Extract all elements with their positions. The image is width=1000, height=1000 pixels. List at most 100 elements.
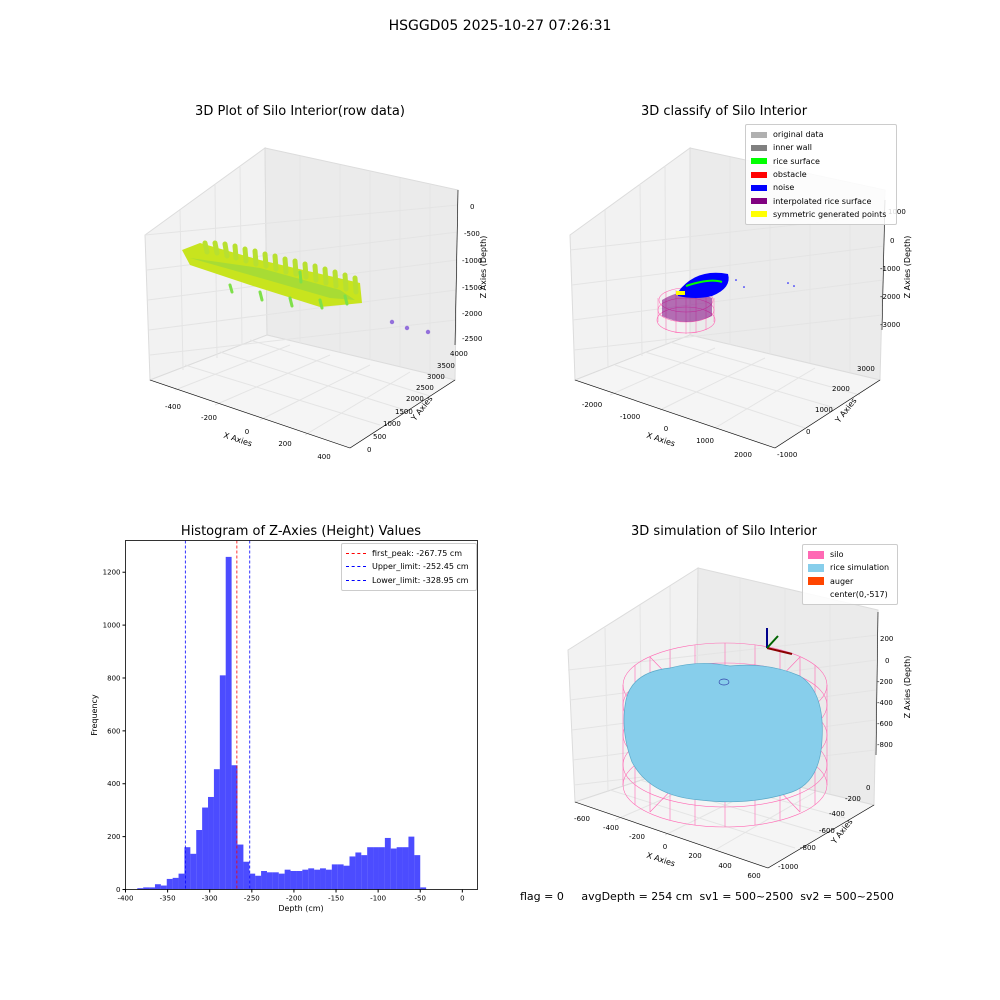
legend-item: first_peak: -267.75 cm [346, 547, 472, 560]
histogram-bar [231, 765, 238, 890]
histogram-bar [249, 873, 256, 890]
histogram-bar [225, 556, 232, 890]
plot4-x-tick: 400 [718, 862, 731, 870]
legend-item: auger [808, 575, 892, 588]
legend-swatch [808, 550, 824, 559]
plot1-x-tick: 400 [317, 453, 330, 461]
histogram-bar [349, 856, 356, 890]
histogram-bar [414, 855, 421, 890]
x-tick-label: -350 [160, 895, 176, 903]
legend-label: noise [773, 183, 795, 193]
histogram-bar [284, 869, 291, 890]
y-tick-label: 800 [107, 674, 120, 682]
plot1-z-tick: 0 [470, 203, 474, 211]
plot2-y-tick: 3000 [857, 365, 875, 373]
histogram-bar [361, 855, 368, 890]
plot4-surfaces [622, 628, 828, 828]
x-tick-label: -250 [244, 895, 260, 903]
histogram-bar [343, 865, 350, 890]
plot4-z-tick: -400 [877, 699, 893, 707]
legend-label: auger [830, 576, 854, 586]
plot1-y-tick: 1000 [383, 420, 401, 428]
histogram-bar [390, 848, 397, 890]
plot4-x-tick: 0 [663, 843, 667, 851]
histogram-bar [213, 769, 220, 890]
histogram-bar [314, 869, 321, 890]
plot4-z-tick: -800 [877, 741, 893, 749]
plot4-z-tick: -200 [877, 678, 893, 686]
plot4-x-tick: -200 [629, 833, 645, 841]
plot3-ylabel: Frequency [90, 694, 99, 736]
histogram-bar [202, 807, 209, 890]
histogram-bar [208, 796, 214, 890]
plot3-legend: first_peak: -267.75 cm Upper_limit: -252… [341, 543, 477, 591]
plot2-z-tick: -3000 [880, 321, 900, 329]
plot4-y-tick: -200 [845, 795, 861, 803]
plot1-y-tick: 2000 [406, 395, 424, 403]
legend-swatch [808, 577, 824, 586]
legend-item: inner wall [751, 141, 891, 154]
legend-swatch [751, 131, 767, 138]
plot2-z-tick: -2000 [880, 293, 900, 301]
histogram-bar [237, 844, 244, 890]
legend-label: rice surface [773, 156, 820, 166]
histogram-bar [266, 872, 273, 890]
plot1-y-tick: 3000 [427, 373, 445, 381]
plot4-title: 3D simulation of Silo Interior [631, 524, 817, 539]
legend-item: rice simulation [808, 561, 892, 574]
histogram-bar [243, 861, 250, 890]
legend-item: Lower_limit: -328.95 cm [346, 574, 472, 587]
legend-label: silo [830, 550, 844, 560]
histogram-bar [219, 675, 226, 890]
x-tick-label: -100 [370, 895, 386, 903]
x-tick-label: -150 [328, 895, 344, 903]
histogram-bar [320, 868, 326, 890]
plot2-y-tick: 2000 [832, 385, 850, 393]
plot2-y-tick: 0 [806, 428, 810, 436]
plot2-x-tick: -2000 [582, 401, 602, 409]
legend-label: inner wall [773, 143, 813, 153]
plot1-z-tick: -1500 [462, 284, 482, 292]
legend-label: obstacle [773, 170, 807, 180]
legend-label: interpolated rice surface [773, 196, 872, 206]
y-tick-label: 400 [107, 780, 120, 788]
histogram-bar [384, 837, 391, 890]
legend-line [346, 553, 366, 555]
plot1-z-tick: -2500 [462, 335, 482, 343]
plot4-zlabel: Z Axies (Depth) [903, 656, 912, 719]
histogram-bar [337, 864, 344, 890]
histogram-bar [290, 870, 297, 890]
plot1-y-tick: 3500 [437, 362, 455, 370]
plot3-title: Histogram of Z-Axies (Height) Values [180, 524, 422, 539]
x-tick-label: -300 [202, 895, 218, 903]
legend-item: symmetric generated points [751, 208, 891, 221]
histogram-bar [308, 868, 315, 890]
plot4-xlabel: X Axies [645, 851, 676, 869]
plot4-y-tick: 0 [866, 784, 870, 792]
legend-label: first_peak: -267.75 cm [372, 549, 463, 559]
plot4-x-tick: 600 [747, 872, 760, 880]
plot2-y-tick: 1000 [815, 406, 833, 414]
histogram-bar [325, 869, 332, 890]
histogram-bar [149, 887, 155, 890]
histogram-bar [190, 853, 197, 890]
x-tick-label: -200 [286, 895, 302, 903]
plot4-y-tick: -800 [800, 844, 816, 852]
plot4-z-tick: 0 [885, 657, 889, 665]
plot4-z-tick: -600 [877, 720, 893, 728]
x-tick-label: -400 [118, 895, 134, 903]
histogram-bar [373, 847, 379, 890]
legend-item: original data [751, 128, 891, 141]
legend-swatch [751, 144, 767, 151]
plot2-zlabel: Z Axies (Depth) [903, 236, 912, 299]
x-tick-label: -50 [415, 895, 426, 903]
plot1-y-tick: 500 [373, 433, 386, 441]
histogram-bar [255, 875, 262, 890]
histogram-bar [296, 870, 303, 890]
histogram-bar [137, 888, 144, 890]
plot2-points [656, 272, 795, 334]
histogram-bar [367, 847, 374, 890]
histogram-bar [178, 873, 185, 890]
y-tick-label: 200 [107, 833, 120, 841]
histogram-bar [184, 847, 191, 890]
